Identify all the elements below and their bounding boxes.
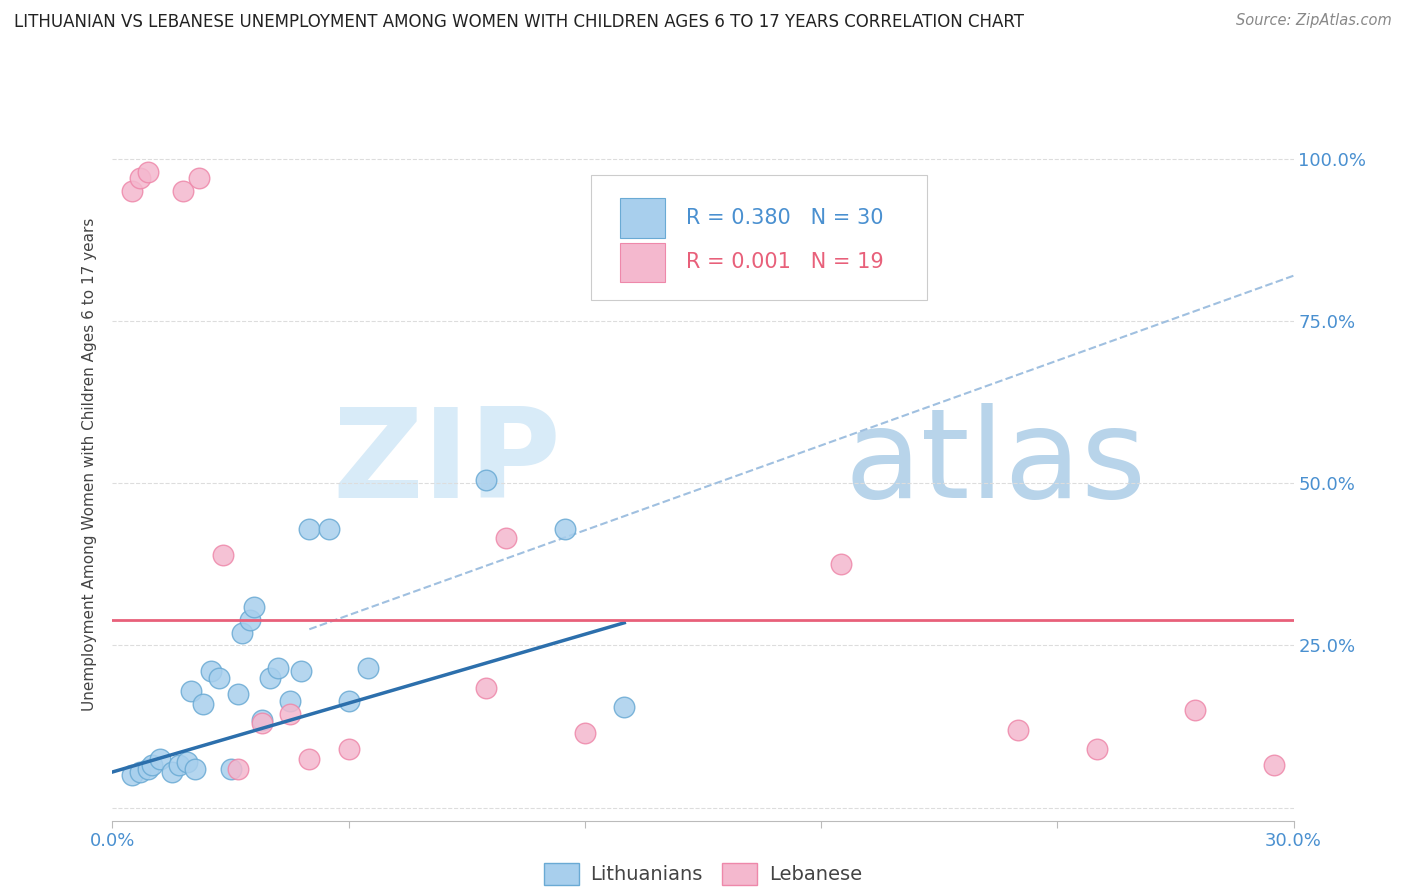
Text: R = 0.001   N = 19: R = 0.001 N = 19 <box>686 252 884 272</box>
Point <box>290 665 312 679</box>
Text: R = 0.380   N = 30: R = 0.380 N = 30 <box>686 208 884 228</box>
Point <box>267 661 290 675</box>
Point <box>278 693 301 707</box>
Text: atlas: atlas <box>845 403 1147 524</box>
Text: Source: ZipAtlas.com: Source: ZipAtlas.com <box>1236 13 1392 29</box>
FancyBboxPatch shape <box>620 243 665 282</box>
Point <box>149 752 172 766</box>
Point <box>259 671 281 685</box>
Point <box>830 558 852 572</box>
Point <box>318 522 340 536</box>
Point <box>1085 742 1108 756</box>
Text: ZIP: ZIP <box>333 403 561 524</box>
Point <box>574 726 596 740</box>
Point <box>613 700 636 714</box>
Legend: Lithuanians, Lebanese: Lithuanians, Lebanese <box>536 855 870 892</box>
Text: LITHUANIAN VS LEBANESE UNEMPLOYMENT AMONG WOMEN WITH CHILDREN AGES 6 TO 17 YEARS: LITHUANIAN VS LEBANESE UNEMPLOYMENT AMON… <box>14 13 1024 31</box>
Point <box>250 713 273 727</box>
Point <box>129 764 152 779</box>
Point <box>250 716 273 731</box>
Point <box>169 758 191 772</box>
Point <box>1007 723 1029 737</box>
Point <box>184 762 207 776</box>
Point <box>357 661 380 675</box>
Point <box>141 758 163 772</box>
Point <box>129 171 152 186</box>
Point <box>136 165 159 179</box>
Point <box>136 762 159 776</box>
Point <box>208 671 231 685</box>
Point <box>180 684 202 698</box>
Point <box>211 548 233 562</box>
Point <box>172 185 194 199</box>
Point <box>475 681 498 695</box>
FancyBboxPatch shape <box>591 175 928 300</box>
Point <box>337 742 360 756</box>
Point <box>298 522 321 536</box>
Point <box>160 764 183 779</box>
Point <box>554 522 576 536</box>
Point <box>1263 758 1285 772</box>
Point <box>475 473 498 487</box>
Point <box>219 762 242 776</box>
Point <box>495 532 517 546</box>
FancyBboxPatch shape <box>620 198 665 237</box>
Point <box>231 625 253 640</box>
Point <box>1184 703 1206 717</box>
Point <box>228 762 250 776</box>
Point <box>298 752 321 766</box>
Point <box>191 697 214 711</box>
Point <box>188 171 211 186</box>
Point <box>176 756 198 770</box>
Y-axis label: Unemployment Among Women with Children Ages 6 to 17 years: Unemployment Among Women with Children A… <box>82 217 97 711</box>
Point <box>200 665 222 679</box>
Point <box>337 693 360 707</box>
Point <box>228 687 250 701</box>
Point <box>243 599 266 614</box>
Point <box>278 706 301 721</box>
Point <box>121 768 143 782</box>
Point <box>239 613 262 627</box>
Point <box>121 185 143 199</box>
